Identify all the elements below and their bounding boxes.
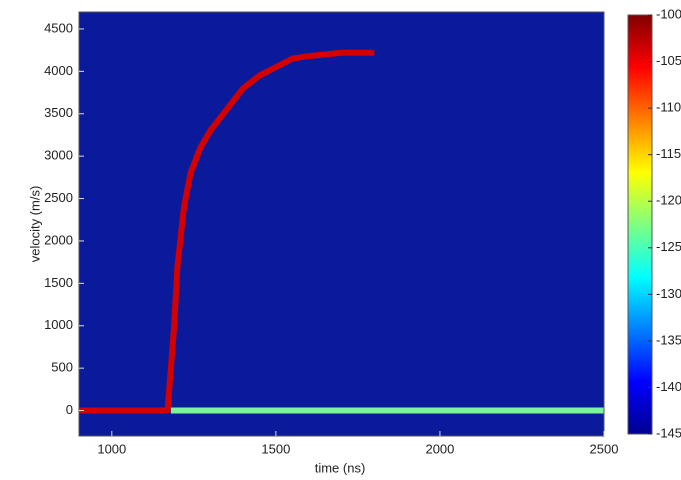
plot-frame <box>78 11 605 437</box>
y-tick-label: 500 <box>51 360 73 375</box>
x-tick-label: 1000 <box>97 441 126 456</box>
colorbar-tick-label: -105 <box>656 53 681 68</box>
y-tick-label: 4000 <box>44 63 73 78</box>
x-tick-label: 1500 <box>261 441 290 456</box>
colorbar <box>627 14 653 435</box>
plot-background <box>79 12 604 436</box>
colorbar-tick-label: -140 <box>656 379 681 394</box>
y-tick-label: 2000 <box>44 232 73 247</box>
x-axis-label: time (ns) <box>315 460 366 475</box>
colorbar-tick-label: -100 <box>656 6 681 21</box>
y-tick-label: 1000 <box>44 317 73 332</box>
colorbar-tick-label: -130 <box>656 286 681 301</box>
x-tick-label: 2500 <box>590 441 619 456</box>
y-tick-label: 3000 <box>44 148 73 163</box>
y-tick-label: 0 <box>66 402 73 417</box>
colorbar-tick-label: -145 <box>656 425 681 440</box>
y-tick-label: 3500 <box>44 105 73 120</box>
colorbar-tick-label: -125 <box>656 239 681 254</box>
y-tick-label: 1500 <box>44 275 73 290</box>
colorbar-tick-label: -115 <box>656 146 681 161</box>
y-tick-label: 4500 <box>44 20 73 35</box>
y-axis-label: velocity (m/s) <box>27 186 42 263</box>
velocity-trace <box>79 49 375 414</box>
colorbar-tick-label: -110 <box>656 100 681 115</box>
y-tick-label: 2500 <box>44 190 73 205</box>
colorbar-tick-label: -135 <box>656 332 681 347</box>
colorbar-tick-label: -120 <box>656 193 681 208</box>
x-tick-label: 2000 <box>425 441 454 456</box>
